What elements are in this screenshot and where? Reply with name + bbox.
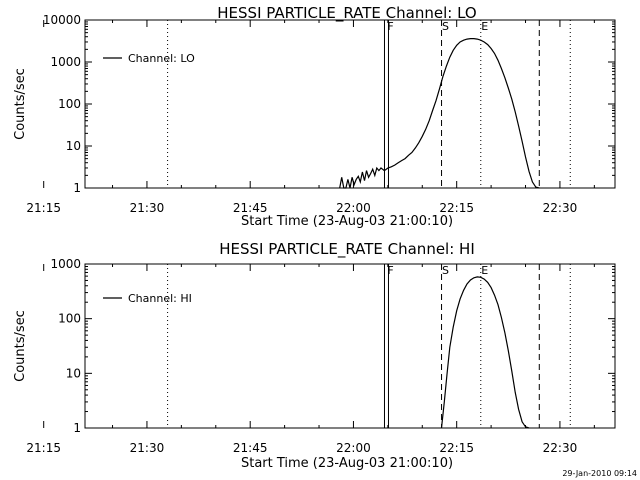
legend-label: Channel: HI [128,292,192,305]
x-tick-label: 21:15 [26,441,61,455]
y-tick-label: 10 [66,139,81,153]
chart-title: HESSI PARTICLE_RATE Channel: LO [217,4,476,23]
x-tick-label: 22:30 [543,201,578,215]
event-marker-label: F [387,20,393,33]
series-line-hi [440,276,530,429]
x-tick-label: 21:30 [130,201,165,215]
y-tick-label: 100 [58,97,81,111]
legend: Channel: HI [103,292,192,305]
y-axis-label: Counts/sec [13,68,28,140]
x-tick-label: 21:45 [233,441,268,455]
chart-title: HESSI PARTICLE_RATE Channel: HI [219,240,475,259]
y-tick-label: 100 [58,312,81,326]
y-tick-label: 1 [73,421,81,435]
x-tick-label: 22:15 [439,201,474,215]
y-tick-label: 1000 [50,257,81,271]
y-tick-label: 10000 [43,13,81,27]
y-tick-label: 1 [73,181,81,195]
axis-ticks: 21:15 21:30 21:45 22:00 22:15 22:30 1 10 100 1000… [26,13,615,215]
x-tick-label: 22:15 [439,441,474,455]
chart-panel-hi: HESSI PARTICLE_RATE Channel: HI Counts/s… [13,240,616,471]
series-line-lo [339,38,540,189]
legend: Channel: LO [103,52,195,65]
x-tick-label: 21:45 [233,201,268,215]
x-tick-label: 21:15 [26,201,61,215]
event-marker-label: F [387,264,393,277]
legend-label: Channel: LO [128,52,195,65]
x-axis-label: Start Time (23-Aug-03 21:00:10) [241,214,453,229]
event-marker-label: S [442,20,449,33]
chart-panel-lo: HESSI PARTICLE_RATE Channel: LO Counts/s… [13,4,616,229]
plot-frame [84,19,616,189]
x-axis-label: Start Time (23-Aug-03 21:00:10) [241,456,453,471]
x-tick-label: 21:30 [130,441,165,455]
event-marker-label: E [481,20,488,33]
x-tick-label: 22:00 [336,201,371,215]
footer-timestamp: 29-Jan-2010 09:14 [562,469,637,478]
plot-frame [84,263,616,429]
x-tick-label: 22:00 [336,441,371,455]
event-marker-label: S [442,264,449,277]
y-axis-label: Counts/sec [13,310,28,382]
event-marker-label: E [481,264,488,277]
axis-ticks: 21:15 21:30 21:45 22:00 22:15 22:30 1 10 100 1000 [26,257,615,455]
x-tick-label: 22:30 [543,441,578,455]
y-tick-label: 1000 [50,55,81,69]
y-tick-label: 10 [66,366,81,380]
